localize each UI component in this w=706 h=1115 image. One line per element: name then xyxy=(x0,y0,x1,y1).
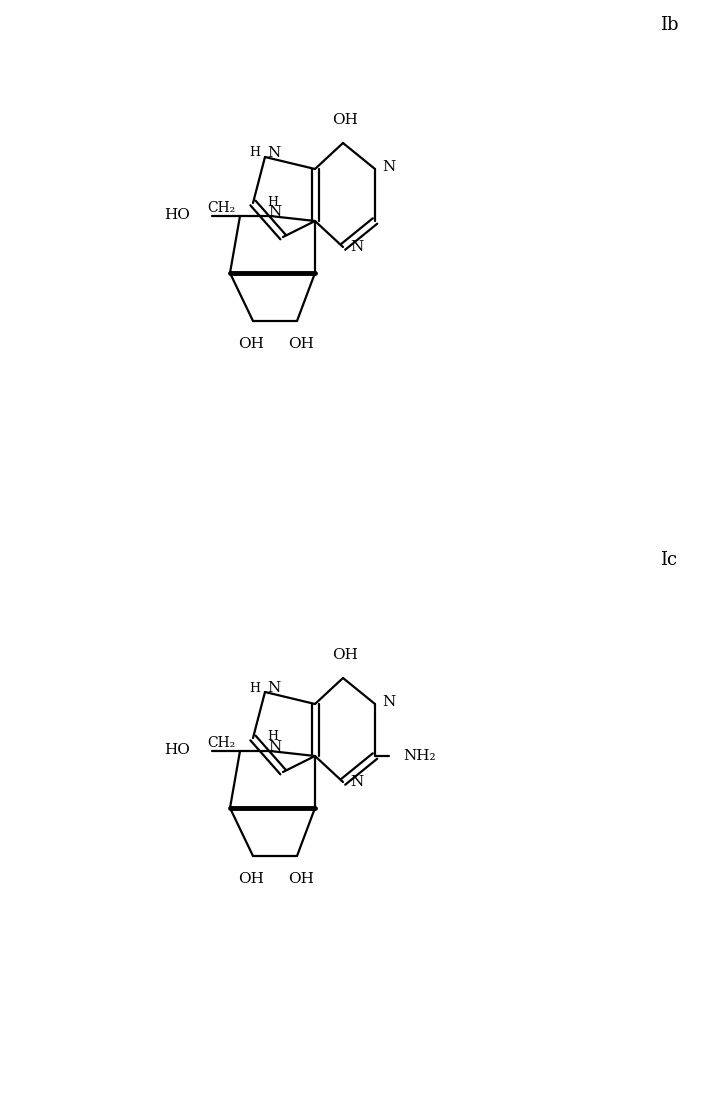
Text: CH₂: CH₂ xyxy=(207,201,235,215)
Text: N: N xyxy=(383,159,395,174)
Text: N: N xyxy=(267,146,280,159)
Text: Ic: Ic xyxy=(660,551,677,569)
Text: N: N xyxy=(268,740,282,754)
Text: N: N xyxy=(268,205,282,219)
Text: OH: OH xyxy=(288,337,314,351)
Text: NH₂: NH₂ xyxy=(403,749,436,763)
Text: Ib: Ib xyxy=(660,16,678,33)
Text: OH: OH xyxy=(332,113,358,127)
Text: HO: HO xyxy=(164,743,190,757)
Text: OH: OH xyxy=(238,337,264,351)
Text: N: N xyxy=(350,775,364,789)
Text: OH: OH xyxy=(288,872,314,886)
Text: H: H xyxy=(249,681,260,695)
Text: H: H xyxy=(249,146,260,159)
Text: OH: OH xyxy=(332,648,358,662)
Text: N: N xyxy=(267,681,280,695)
Text: OH: OH xyxy=(238,872,264,886)
Text: N: N xyxy=(350,240,364,254)
Text: H: H xyxy=(268,730,278,744)
Text: N: N xyxy=(383,695,395,709)
Text: H: H xyxy=(268,195,278,209)
Text: HO: HO xyxy=(164,209,190,222)
Text: CH₂: CH₂ xyxy=(207,736,235,750)
